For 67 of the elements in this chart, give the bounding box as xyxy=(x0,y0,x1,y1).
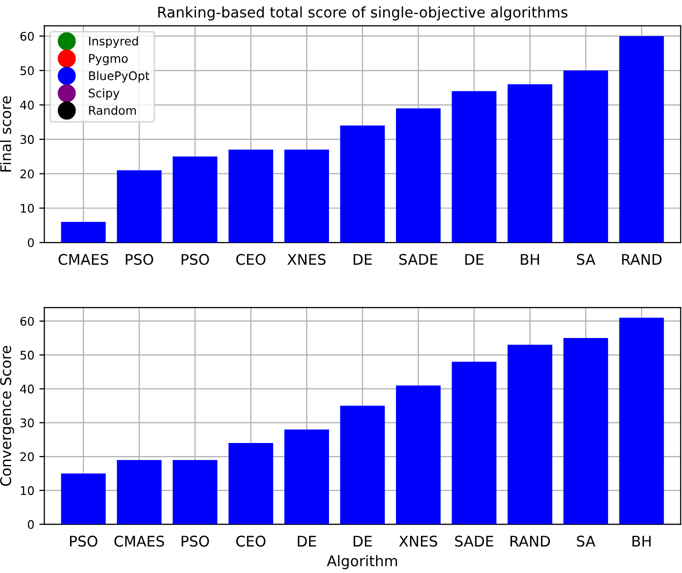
bar xyxy=(172,460,218,524)
x-tick-label: CMAES xyxy=(114,536,164,547)
x-tick-label: PSO xyxy=(70,536,98,547)
bar xyxy=(396,385,441,524)
bar xyxy=(508,84,552,243)
bar xyxy=(563,70,608,243)
bar xyxy=(284,150,329,243)
x-tick-label: CMAES xyxy=(58,254,108,265)
bar xyxy=(61,473,106,524)
bar xyxy=(396,108,441,243)
y-tick-label: 20 xyxy=(20,169,34,178)
x-tick-label: SA xyxy=(576,536,596,547)
x-tick-label: CEO xyxy=(236,536,266,547)
x-tick-label: RAND xyxy=(510,536,550,546)
bar xyxy=(172,156,218,243)
x-tick-label: SADE xyxy=(455,536,494,547)
x-tick-label: BH xyxy=(632,536,651,546)
x-tick-label: SA xyxy=(576,254,596,265)
bar xyxy=(284,429,329,524)
x-tick-label: PSO xyxy=(182,536,209,547)
bar xyxy=(452,91,496,243)
y-tick-label: 30 xyxy=(20,135,34,144)
legend-label: Pygmo xyxy=(89,54,128,66)
y-tick-label: 50 xyxy=(20,66,34,76)
y-tick-label: 40 xyxy=(20,100,34,110)
bar xyxy=(116,460,162,524)
x-tick-label: BH xyxy=(520,254,539,265)
y-tick-label: 40 xyxy=(20,384,34,394)
y-tick-label: 60 xyxy=(20,316,34,326)
y-tick-label: 60 xyxy=(20,32,34,41)
bar xyxy=(452,362,496,524)
y-tick-label: 0 xyxy=(28,520,34,529)
x-tick-label: DE xyxy=(354,536,372,546)
x-tick-label: DE xyxy=(465,254,484,265)
legend-label: Random xyxy=(89,106,136,115)
y-axis-title: Final score xyxy=(0,96,12,172)
legend-label: Inspyred xyxy=(89,36,138,48)
y-tick-label: 10 xyxy=(20,204,34,213)
y-tick-label: 10 xyxy=(20,486,34,496)
x-tick-label: PSO xyxy=(126,254,154,265)
bar xyxy=(228,150,274,243)
x-tick-label: CEO xyxy=(236,254,266,265)
bar xyxy=(508,344,552,524)
y-tick-label: 50 xyxy=(20,350,34,360)
bar xyxy=(61,222,106,243)
bar xyxy=(563,338,608,524)
chart-title: Ranking-based total score of single-objective algorithms xyxy=(158,6,568,20)
bar xyxy=(340,406,385,524)
bar xyxy=(619,36,664,243)
bar xyxy=(340,126,385,243)
y-tick-label: 30 xyxy=(20,418,34,428)
bar xyxy=(116,170,162,243)
x-tick-label: PSO xyxy=(182,254,209,265)
x-tick-label: DE xyxy=(298,536,316,546)
x-tick-label: RAND xyxy=(622,254,662,265)
y-tick-label: 20 xyxy=(20,452,34,462)
bar xyxy=(619,318,664,524)
x-tick-label: XNES xyxy=(287,254,326,265)
x-axis-title: Algorithm xyxy=(326,555,397,570)
x-tick-label: DE xyxy=(354,254,372,265)
y-tick-label: 0 xyxy=(28,238,34,248)
bar xyxy=(228,443,274,524)
legend-label: BluePyOpt xyxy=(89,71,150,82)
y-axis-title: Convergence Score xyxy=(0,346,14,486)
x-tick-label: XNES xyxy=(399,536,438,547)
x-tick-label: SADE xyxy=(399,254,438,265)
legend-label: Scipy xyxy=(88,88,120,100)
